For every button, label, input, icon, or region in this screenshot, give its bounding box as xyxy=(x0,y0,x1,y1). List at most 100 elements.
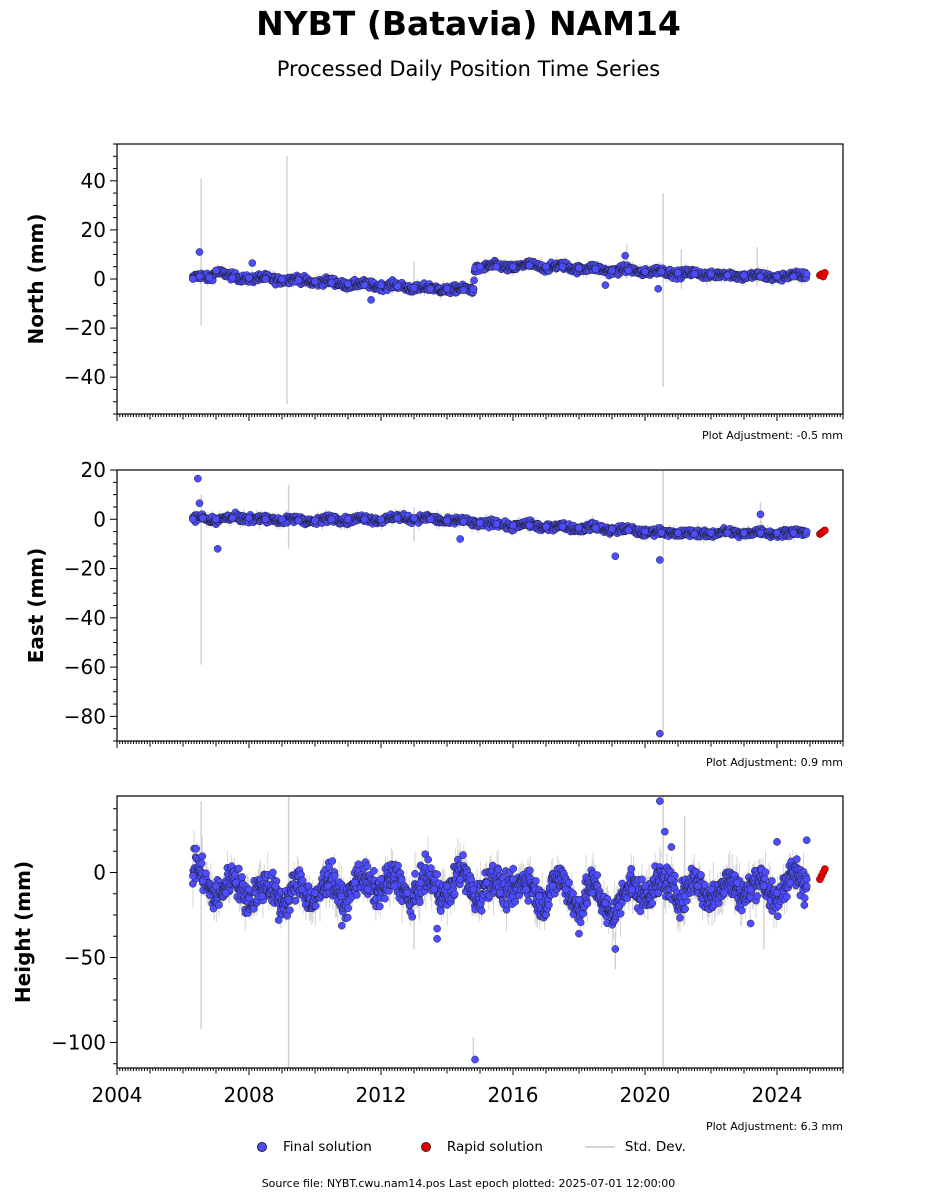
final-solution-point xyxy=(261,515,270,524)
final-solution-outlier xyxy=(656,729,664,738)
final-solution-point xyxy=(674,528,682,537)
final-solution-point xyxy=(215,901,223,909)
final-solution-point xyxy=(789,272,798,281)
final-solution-point xyxy=(492,520,501,529)
final-solution-point xyxy=(470,276,478,285)
final-solution-point xyxy=(624,266,633,275)
panel-north: 40 20 0 −20 −40 North (mm) Plot Adjustment: -0… xyxy=(24,143,844,442)
final-solution-point xyxy=(202,869,210,878)
final-solution-point xyxy=(509,521,517,530)
final-solution-point xyxy=(294,276,303,285)
final-solution-point xyxy=(469,284,478,293)
final-solution-outlier xyxy=(601,281,610,289)
final-solution-point xyxy=(575,264,583,272)
y-tick-label: −80 xyxy=(64,704,106,728)
final-solution-point xyxy=(360,515,369,524)
plot-area xyxy=(189,470,829,738)
final-solution-point xyxy=(377,515,385,524)
final-solution-point xyxy=(802,270,811,278)
final-solution-point xyxy=(426,515,435,524)
final-solution-points xyxy=(189,474,811,738)
y-axis-label: North (mm) xyxy=(24,213,48,344)
final-solution-outlier xyxy=(195,499,204,508)
final-solution-point xyxy=(228,273,237,282)
final-solution-point xyxy=(245,514,253,522)
final-solution-point xyxy=(278,275,286,283)
final-solution-point xyxy=(353,891,361,899)
y-tick-label: 0 xyxy=(93,507,106,531)
final-solution-point xyxy=(525,521,534,530)
y-tick-label: 20 xyxy=(81,458,106,482)
final-solution-point xyxy=(325,863,333,871)
final-solution-point xyxy=(291,897,300,905)
final-solution-outlier xyxy=(367,296,375,304)
final-solution-point xyxy=(327,278,336,287)
final-solution-point xyxy=(337,921,346,930)
final-solution-point xyxy=(608,525,616,533)
final-solution-point xyxy=(328,857,337,865)
chart-subtitle: Processed Daily Position Time Series xyxy=(276,57,661,81)
y-tick-label: −20 xyxy=(64,316,106,340)
final-solution-point xyxy=(343,913,352,922)
final-solution-point xyxy=(278,515,286,524)
final-solution-point xyxy=(707,270,715,278)
y-tick-label: −40 xyxy=(64,365,106,389)
final-solution-point xyxy=(189,275,197,283)
final-solution-point xyxy=(740,271,748,280)
final-solution-outlier xyxy=(656,556,664,564)
final-solution-points xyxy=(189,248,811,304)
plot-area xyxy=(189,156,829,405)
final-solution-point xyxy=(690,270,699,278)
final-solution-point xyxy=(261,275,270,283)
final-solution-point xyxy=(707,528,715,537)
final-solution-outlier xyxy=(195,248,204,256)
final-solution-point xyxy=(459,517,468,526)
final-solution-point xyxy=(509,262,517,271)
final-solution-outlier xyxy=(248,259,257,267)
final-solution-point xyxy=(690,530,699,538)
final-solution-point xyxy=(756,272,765,281)
final-solution-point xyxy=(740,528,748,537)
final-solution-outlier xyxy=(756,510,765,519)
y-tick-label: 0 xyxy=(93,267,106,291)
final-solution-points xyxy=(189,797,811,1064)
final-solution-point xyxy=(723,528,732,537)
final-solution-point xyxy=(773,528,781,537)
final-solution-point xyxy=(393,282,402,291)
final-solution-point xyxy=(311,277,319,286)
final-solution-point xyxy=(608,266,616,275)
y-tick-label: −20 xyxy=(64,557,106,581)
final-solution-point xyxy=(624,526,633,535)
final-solution-point xyxy=(542,262,550,271)
final-solution-point xyxy=(558,262,567,271)
final-solution-point xyxy=(426,284,435,293)
final-solution-point xyxy=(330,871,339,880)
chart-title: NYBT (Batavia) NAM14 xyxy=(256,4,681,43)
final-solution-outlier xyxy=(621,251,630,260)
final-solution-point xyxy=(575,524,583,532)
final-solution-outlier xyxy=(654,284,663,293)
final-solution-point xyxy=(294,516,303,525)
final-solution-point xyxy=(591,265,600,274)
y-tick-label: −60 xyxy=(64,655,106,679)
final-solution-point xyxy=(443,516,451,525)
final-solution-point xyxy=(212,515,220,524)
rapid-solution-point xyxy=(821,526,829,535)
final-solution-point xyxy=(410,514,418,522)
final-solution-point xyxy=(269,868,277,877)
final-solution-point xyxy=(205,273,214,282)
final-solution-point xyxy=(476,519,484,527)
panel-east: 20 0 −20 −40 −60 −80 East (mm) Plot Adjustment:… xyxy=(24,458,844,769)
final-solution-point xyxy=(773,272,781,281)
final-solution-point xyxy=(558,522,567,531)
final-solution-point xyxy=(641,267,649,276)
final-solution-point xyxy=(235,864,243,873)
final-solution-point xyxy=(344,904,352,913)
final-solution-point xyxy=(657,528,666,537)
final-solution-point xyxy=(591,524,600,532)
y-tick-label: −40 xyxy=(64,606,106,630)
final-solution-point xyxy=(723,271,732,280)
final-solution-outlier xyxy=(456,535,465,543)
final-solution-point xyxy=(198,514,207,522)
